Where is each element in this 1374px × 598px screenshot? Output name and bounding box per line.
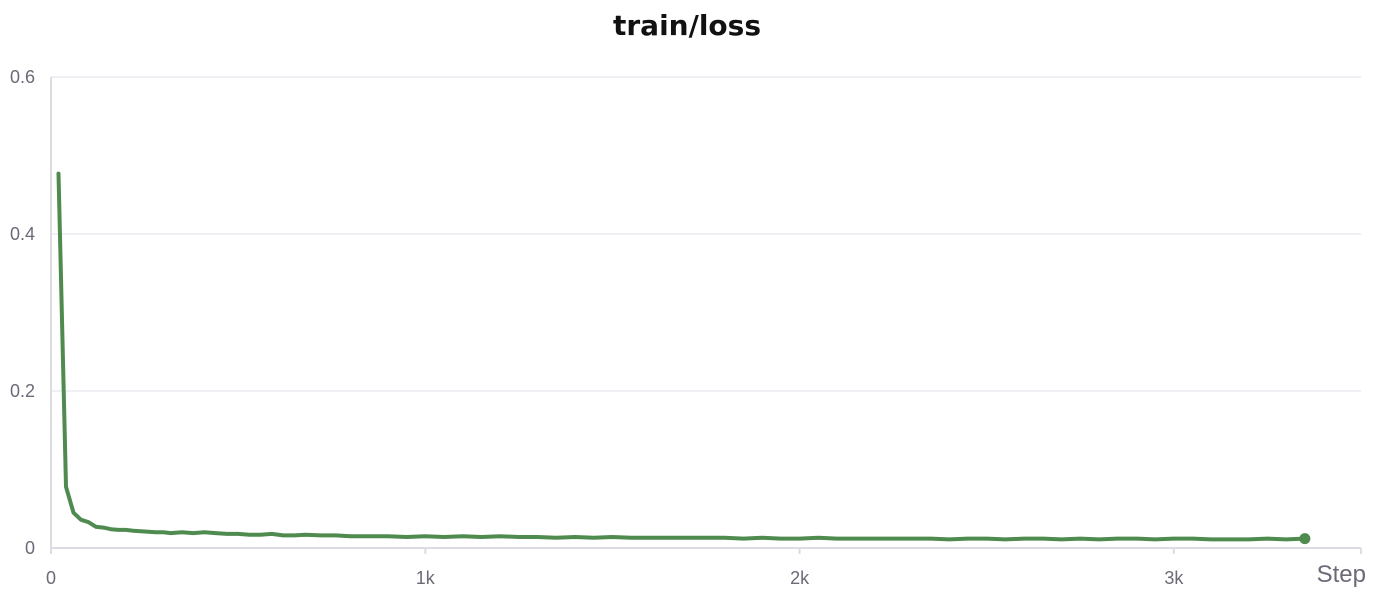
tick-labels: 0 0.2 0.4 0.6 0 1k 2k 3k xyxy=(10,67,1184,588)
y-tick-label: 0.6 xyxy=(10,67,35,87)
chart-title: train/loss xyxy=(612,9,761,42)
y-tick-label: 0.2 xyxy=(10,381,35,401)
x-tick-label: 3k xyxy=(1164,568,1184,588)
series-layer xyxy=(56,171,1311,545)
y-tick-label: 0 xyxy=(25,538,35,558)
x-tick-label: 2k xyxy=(790,568,810,588)
grid-lines xyxy=(51,76,1361,392)
x-axis-title: Step xyxy=(1317,561,1366,588)
x-tick-label: 0 xyxy=(46,568,56,588)
y-tick-label: 0.4 xyxy=(10,224,35,244)
series-end-point[interactable] xyxy=(1299,533,1311,545)
series-line-loss[interactable] xyxy=(56,171,1307,542)
x-tick-label: 1k xyxy=(416,568,436,588)
axes xyxy=(50,77,1362,554)
